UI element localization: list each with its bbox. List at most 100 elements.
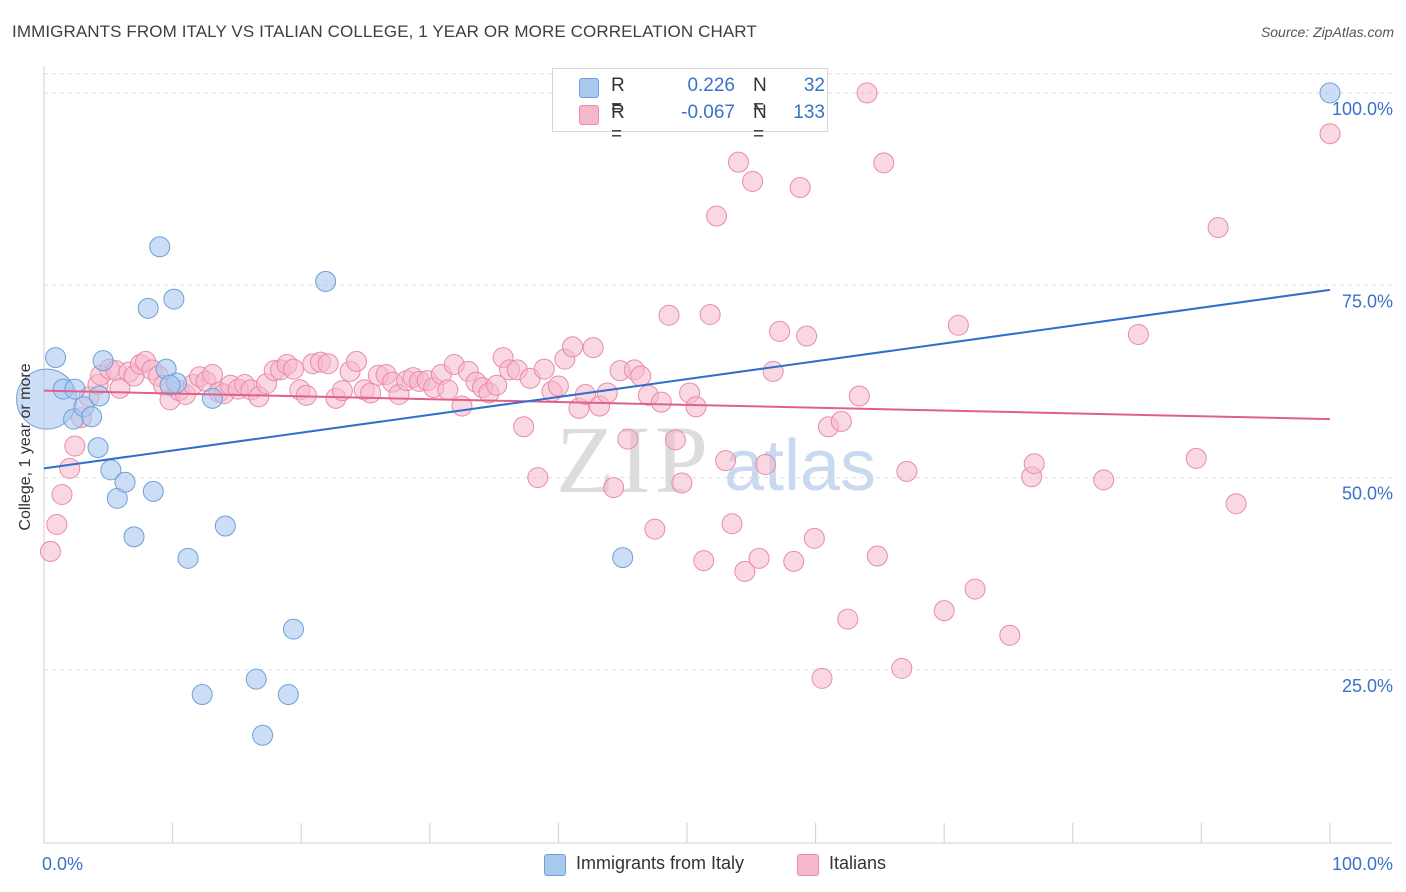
- y-tick-label: 25.0%: [1342, 676, 1393, 696]
- italians-point: [803, 527, 825, 549]
- italy-immigrants-point: [87, 437, 109, 459]
- italians-point: [59, 457, 81, 479]
- italians-point: [693, 550, 715, 572]
- italians-point: [1319, 123, 1341, 145]
- italians-point: [1185, 447, 1207, 469]
- italy-immigrants-point: [177, 547, 199, 569]
- italians-point: [644, 518, 666, 540]
- legend-n-value: 32: [803, 75, 825, 96]
- trend-lines: [43, 288, 1331, 470]
- italians-point: [1207, 217, 1229, 239]
- series-label-italy: Immigrants from Italy: [576, 853, 745, 873]
- italy-immigrants-point: [159, 374, 181, 396]
- italians-point: [837, 608, 859, 630]
- y-tick-label: 50.0%: [1342, 484, 1393, 504]
- italians-point: [769, 320, 791, 342]
- italians-point: [866, 545, 888, 567]
- italy-immigrants-point: [163, 288, 185, 310]
- italians-point: [748, 547, 770, 569]
- italians-point: [964, 578, 986, 600]
- italians-point: [513, 416, 535, 438]
- italians-point: [933, 600, 955, 622]
- italians-point: [947, 314, 969, 336]
- italians-point: [603, 477, 625, 499]
- italians-point: [1225, 493, 1247, 515]
- italians-point: [999, 624, 1021, 646]
- watermark-atlas: atlas: [724, 426, 876, 506]
- grid-lines: [44, 73, 1392, 671]
- italians-point: [848, 385, 870, 407]
- x-tick-label-max: 100.0%: [1332, 854, 1393, 874]
- legend-swatch-blue: [579, 78, 599, 98]
- italians-point: [533, 358, 555, 380]
- italians-point: [742, 170, 764, 192]
- italy-immigrants-point: [137, 297, 159, 319]
- italy-immigrants-point: [149, 236, 171, 258]
- legend-n-label: N =: [753, 75, 767, 118]
- italy-immigrants-point: [92, 350, 114, 372]
- series-swatch-blue: [544, 854, 566, 876]
- italians-point: [527, 467, 549, 489]
- italians-point: [630, 365, 652, 387]
- italy-immigrants-point: [191, 684, 213, 706]
- italians-point: [46, 514, 68, 536]
- italians-point: [486, 374, 508, 396]
- italians-points: [39, 82, 1341, 689]
- italy-immigrants-point: [277, 684, 299, 706]
- y-axis-label: College, 1 year or more: [17, 363, 34, 531]
- italians-point: [830, 410, 852, 432]
- italians-point: [762, 360, 784, 382]
- italy-immigrants-point: [114, 471, 136, 493]
- italians-point: [64, 435, 86, 457]
- y-tick-label: 100.0%: [1332, 99, 1393, 119]
- series-swatch-pink: [797, 854, 819, 876]
- italians-point: [201, 363, 223, 385]
- series-label-italians: Italians: [829, 853, 887, 873]
- italy-immigrants-point: [64, 378, 86, 400]
- watermark-zip: ZIP: [556, 406, 712, 513]
- italy-immigrants-point: [1319, 82, 1341, 104]
- italians-point: [1127, 323, 1149, 345]
- italians-point: [658, 304, 680, 326]
- italians-point: [282, 358, 304, 380]
- italians-point: [715, 450, 737, 472]
- italy-immigrants-point: [81, 406, 103, 428]
- italians-point: [345, 350, 367, 372]
- italians-point: [51, 484, 73, 506]
- italians-point: [896, 460, 918, 482]
- tick-labels: 25.0% 50.0% 75.0% 100.0% 0.0% 100.0%: [42, 99, 1393, 874]
- italians-point: [582, 337, 604, 359]
- legend-r-value: 0.226: [687, 75, 735, 96]
- italy-immigrants-point: [245, 668, 267, 690]
- italians-point: [783, 550, 805, 572]
- italy-immigrants-point: [612, 547, 634, 569]
- italians-point: [562, 336, 584, 358]
- legend-n-label: N =: [753, 102, 767, 145]
- italians-point: [39, 540, 61, 562]
- italy-immigrants-point: [142, 480, 164, 502]
- italy-immigrants-point: [282, 618, 304, 640]
- italians-point: [547, 375, 569, 397]
- italians-trend-line: [43, 389, 1331, 421]
- italians-point: [789, 177, 811, 199]
- italians-point: [331, 380, 353, 402]
- italians-point: [754, 454, 776, 476]
- italians-point: [360, 382, 382, 404]
- legend-r-value: -0.067: [681, 102, 735, 123]
- italians-point: [796, 325, 818, 347]
- italians-point: [317, 353, 339, 375]
- italians-point: [664, 429, 686, 451]
- italians-point: [811, 667, 833, 689]
- italians-point: [856, 82, 878, 104]
- legend-r-label: R =: [611, 75, 625, 118]
- axes: [43, 66, 1392, 844]
- watermark: ZIP atlas: [556, 406, 876, 513]
- italy-immigrants-point: [315, 270, 337, 292]
- italians-point: [596, 382, 618, 404]
- italians-point: [1023, 453, 1045, 475]
- italians-point: [617, 428, 639, 450]
- italy-immigrants-point: [123, 526, 145, 548]
- source-label: Source: ZipAtlas.com: [1260, 24, 1394, 40]
- chart-title: IMMIGRANTS FROM ITALY VS ITALIAN COLLEGE…: [12, 22, 757, 41]
